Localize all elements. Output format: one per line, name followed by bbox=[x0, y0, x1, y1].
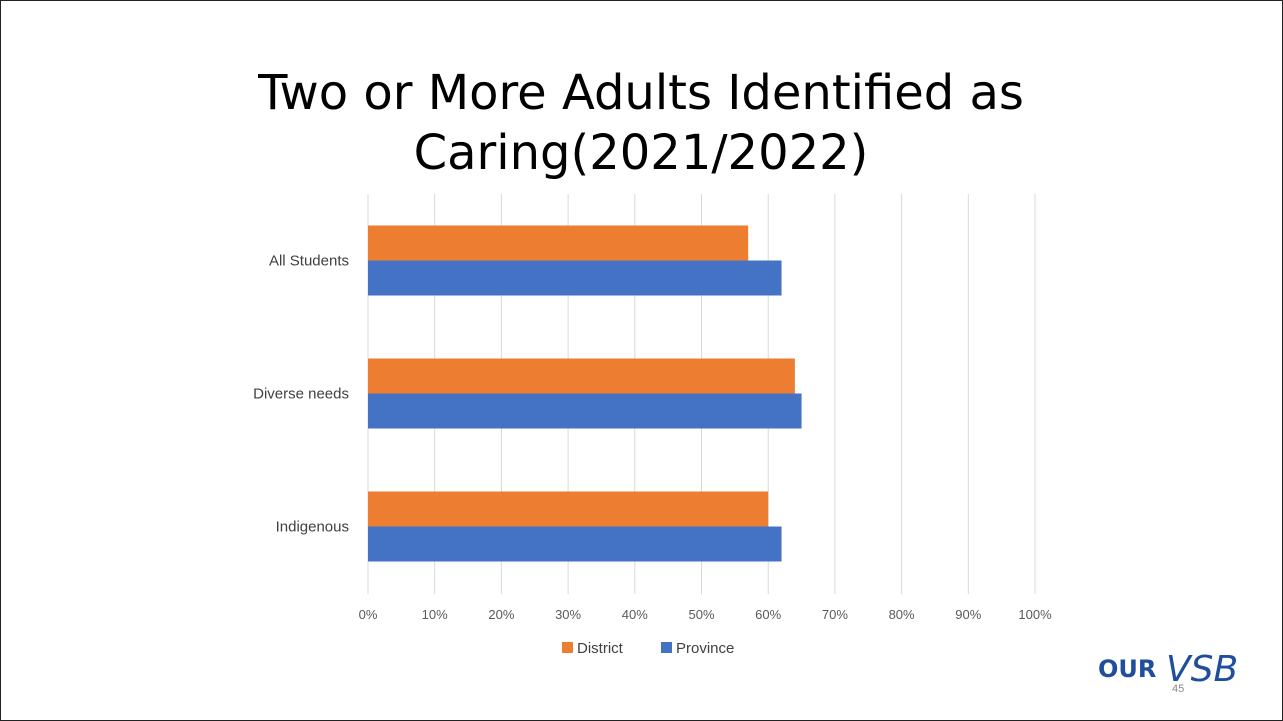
x-tick-label: 100% bbox=[1018, 607, 1052, 622]
x-tick-label: 70% bbox=[822, 607, 848, 622]
ourvsb-logo: OUR VSB bbox=[1096, 641, 1256, 691]
x-tick-label: 30% bbox=[555, 607, 581, 622]
bar-province-diverse-needs bbox=[368, 394, 802, 429]
logo-mark: VSB bbox=[1166, 649, 1238, 690]
category-label: Diverse needs bbox=[253, 386, 349, 403]
category-label: Indigenous bbox=[276, 519, 349, 536]
bar-province-indigenous bbox=[368, 527, 782, 562]
x-tick-label: 10% bbox=[422, 607, 448, 622]
legend-label: District bbox=[577, 640, 624, 657]
legend-swatch bbox=[661, 642, 672, 653]
category-label: All Students bbox=[269, 253, 349, 270]
bars bbox=[368, 226, 802, 562]
logo-word: OUR bbox=[1098, 655, 1156, 683]
category-labels: All Students Diverse needs Indigenous bbox=[253, 253, 349, 536]
bar-district-indigenous bbox=[368, 492, 768, 527]
x-tick-label: 40% bbox=[622, 607, 648, 622]
x-tick-label: 0% bbox=[359, 607, 378, 622]
x-tick-label: 50% bbox=[688, 607, 714, 622]
bar-district-all-students bbox=[368, 226, 748, 261]
x-axis-tick-labels: 0% 10% 20% 30% 40% 50% 60% 70% 80% 90% 100% bbox=[359, 607, 1052, 622]
legend: District Province bbox=[562, 640, 734, 657]
x-tick-label: 20% bbox=[488, 607, 514, 622]
x-tick-label: 80% bbox=[889, 607, 915, 622]
bar-province-all-students bbox=[368, 261, 782, 296]
bar-district-diverse-needs bbox=[368, 359, 795, 394]
x-tick-label: 60% bbox=[755, 607, 781, 622]
legend-swatch bbox=[562, 642, 573, 653]
x-tick-label: 90% bbox=[955, 607, 981, 622]
legend-label: Province bbox=[676, 640, 734, 657]
